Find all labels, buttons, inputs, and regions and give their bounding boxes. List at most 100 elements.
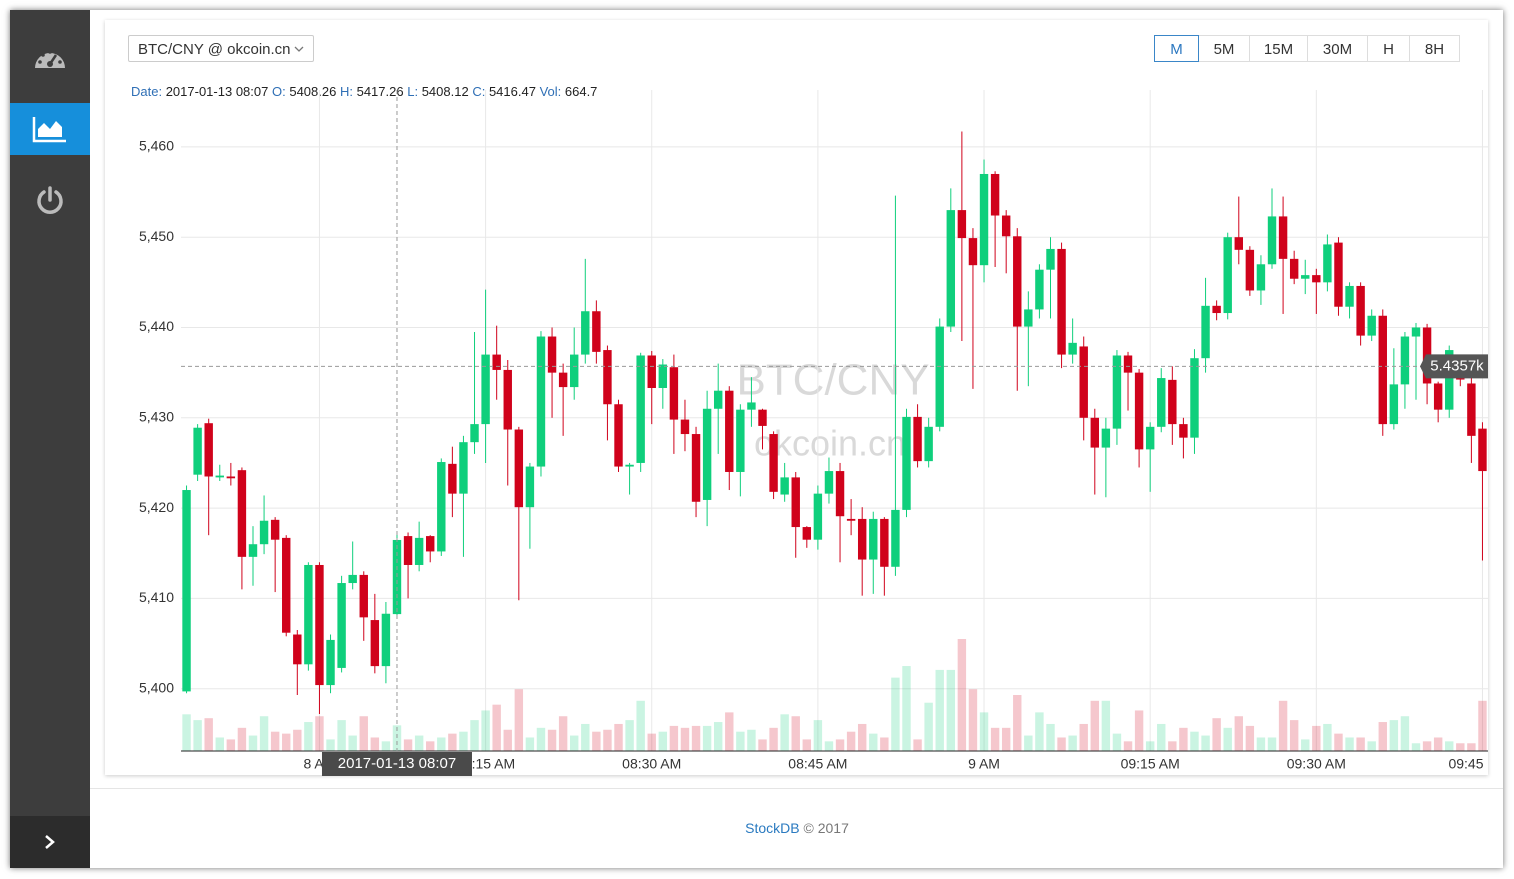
- chart-nav[interactable]: [10, 103, 90, 155]
- volume-bar: [381, 741, 391, 751]
- volume-bar: [293, 729, 302, 751]
- candle-body: [802, 527, 812, 540]
- volume-bar: [1168, 741, 1177, 751]
- candle-body: [525, 466, 535, 508]
- volume-bar: [736, 731, 745, 751]
- candle-body: [215, 475, 224, 478]
- dashboard-nav[interactable]: [10, 32, 90, 84]
- y-tick-label: 5,460: [139, 138, 174, 154]
- x-tick-label: 09:45: [1448, 756, 1483, 772]
- volume-bar: [1112, 733, 1122, 751]
- time-label-box: [321, 752, 472, 776]
- volume-bar: [1201, 735, 1210, 751]
- candle-body: [913, 416, 922, 462]
- candle-body: [226, 476, 236, 479]
- volume-bar: [1367, 741, 1376, 751]
- candle-body: [1057, 248, 1066, 355]
- volume-bar: [924, 702, 933, 751]
- volume-bar: [1378, 722, 1387, 751]
- candle-body: [514, 429, 524, 508]
- candle-body: [1467, 383, 1476, 436]
- volume-bar: [1456, 743, 1465, 751]
- volume-bar: [1433, 737, 1443, 751]
- candle-body: [1001, 215, 1011, 237]
- volume-bar: [669, 725, 679, 751]
- candle-body: [791, 477, 800, 528]
- candle-body: [282, 537, 291, 633]
- interval-button[interactable]: 8H: [1409, 35, 1460, 62]
- volume-bar: [1389, 720, 1399, 751]
- candle-body: [370, 620, 380, 667]
- ohlc-readout: Date: 2017-01-13 08:07 O: 5408.26 H: 541…: [131, 84, 597, 99]
- candle-body: [957, 210, 967, 239]
- power-icon: [37, 186, 63, 214]
- candle-body: [1433, 383, 1443, 410]
- volume-bar: [957, 639, 967, 751]
- x-tick-label: 08:45 AM: [788, 756, 847, 772]
- candle-body: [1267, 216, 1277, 265]
- volume-bar: [1090, 700, 1100, 751]
- volume-bar: [359, 716, 368, 751]
- candle-body: [1389, 384, 1399, 425]
- volume-bar: [315, 716, 324, 751]
- volume-bar: [370, 737, 380, 751]
- volume-bar: [1035, 712, 1044, 751]
- volume-bar: [1013, 695, 1022, 751]
- candle-body: [1445, 350, 1454, 410]
- readout-key: L:: [407, 84, 419, 99]
- candle-body: [1101, 428, 1111, 448]
- candle-body: [669, 367, 679, 420]
- volume-bar: [1411, 743, 1421, 751]
- volume-bar: [1301, 739, 1310, 751]
- candle-body: [1456, 378, 1465, 380]
- candle-body: [581, 311, 590, 355]
- candle-body: [924, 426, 933, 462]
- candle-body: [780, 477, 789, 495]
- volume-bar: [824, 741, 834, 751]
- candle-body: [1179, 424, 1188, 438]
- volume-bar: [1190, 731, 1199, 751]
- candle-body: [1289, 258, 1299, 279]
- pair-select[interactable]: BTC/CNY @ okcoin.cn: [128, 35, 314, 62]
- volume-bar: [880, 737, 889, 751]
- volume-bar: [592, 731, 601, 751]
- volume-bar: [902, 666, 911, 751]
- volume-bar: [1046, 723, 1055, 751]
- candle-body: [1145, 426, 1155, 450]
- x-tick-label: 9 AM: [968, 756, 1000, 772]
- volume-bar: [1478, 700, 1487, 751]
- volume-bar: [182, 714, 191, 751]
- volume-bar: [1245, 725, 1255, 751]
- volume-bar: [1145, 741, 1155, 751]
- footer-brand[interactable]: StockDB: [745, 820, 800, 836]
- volume-bar: [802, 739, 812, 751]
- candle-body: [680, 419, 690, 435]
- candle-body: [1123, 355, 1133, 373]
- candle-body: [1256, 264, 1266, 291]
- footer-copyright: © 2017: [803, 820, 849, 836]
- volume-bar: [869, 733, 878, 751]
- volume-bar: [1157, 723, 1166, 751]
- volume-bar: [437, 737, 446, 751]
- power-nav[interactable]: [10, 174, 90, 226]
- candle-body: [182, 490, 191, 692]
- expand-sidebar[interactable]: [10, 816, 90, 868]
- interval-button[interactable]: M: [1154, 35, 1199, 62]
- candle-body: [1411, 327, 1421, 337]
- volume-bar: [725, 712, 734, 751]
- candle-body: [1367, 315, 1376, 336]
- candle-body: [270, 519, 280, 540]
- x-tick-label: 09:30 AM: [1287, 756, 1346, 772]
- candle-body: [1356, 285, 1365, 336]
- volume-bar: [448, 733, 457, 751]
- candle-body: [1035, 269, 1044, 310]
- volume-bar: [403, 739, 413, 751]
- volume-bar: [979, 712, 989, 751]
- volume-bar: [470, 720, 479, 751]
- candle-body: [1212, 305, 1221, 314]
- volume-bar: [935, 669, 944, 751]
- volume-bar: [1057, 737, 1066, 751]
- volume-bar: [1400, 716, 1410, 751]
- footer: StockDB © 2017: [0, 820, 1514, 836]
- candle-body: [846, 518, 856, 521]
